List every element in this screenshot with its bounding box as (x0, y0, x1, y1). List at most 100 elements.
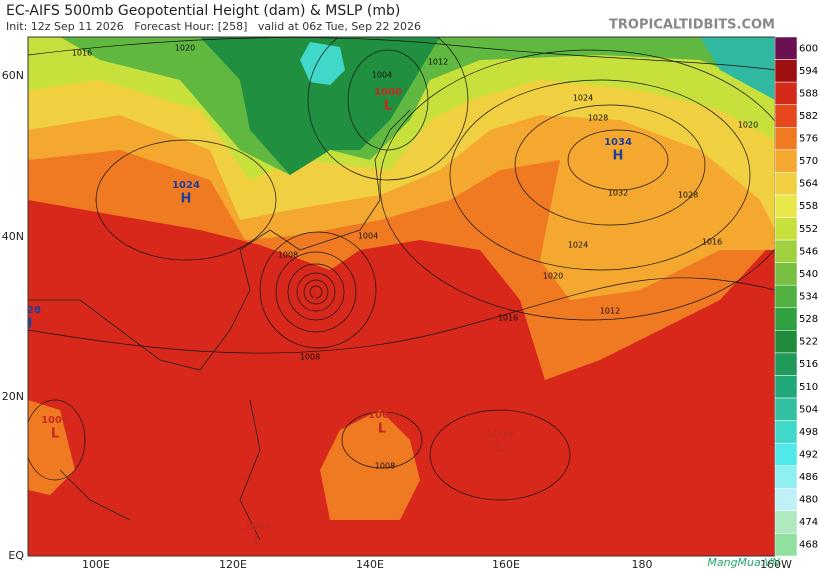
colorbar-label: 600 (799, 43, 818, 54)
colorbar-cell (774, 217, 798, 241)
colorbar-cell (774, 262, 798, 286)
colorbar-cell (774, 330, 798, 354)
center-letter: H (22, 317, 33, 332)
isobar-label: 1016 (702, 238, 722, 247)
colorbar-cell (774, 442, 798, 466)
lat-label: EQ (8, 549, 24, 562)
center-letter: L (378, 422, 386, 437)
colorbar-label: 594 (799, 66, 818, 77)
colorbar-cell (774, 352, 798, 376)
colorbar-label: 582 (799, 111, 818, 122)
colorbar-label: 504 (799, 404, 818, 415)
isobar-label: 1016 (72, 49, 92, 58)
isobar-label: 1004 (358, 232, 378, 241)
center-letter: L (384, 99, 392, 114)
colorbar-cell (774, 172, 798, 196)
center-value: 1028 (13, 305, 41, 316)
center-value: 1009 (486, 429, 514, 440)
colorbar-label: 552 (799, 224, 818, 235)
colorbar-label: 528 (799, 314, 818, 325)
isobars (28, 37, 775, 501)
colorbar: 600 594 588 582 576 570 564 558 552 546 540 534 528 5… (774, 36, 818, 557)
isobar-label: 1004 (372, 71, 392, 80)
lon-label: 160E (492, 558, 520, 571)
title: EC-AIFS 500mb Geopotential Height (dam) … (6, 3, 400, 19)
colorbar-cell (774, 36, 798, 60)
colorbar-label: 510 (799, 382, 818, 393)
colorbar-cell (774, 149, 798, 173)
lat-label: 40N (2, 230, 24, 243)
isobar-label: 1032 (608, 189, 628, 198)
colorbar-label: 468 (799, 540, 818, 551)
colorbar-label: 546 (799, 246, 818, 257)
isobar-label: 1028 (588, 114, 608, 123)
colorbar-label: 480 (799, 495, 818, 506)
colorbar-label: 558 (799, 201, 818, 212)
colorbar-cell (774, 465, 798, 489)
colorbar-label: 522 (799, 337, 818, 348)
colorbar-label: 534 (799, 292, 818, 303)
colorbar-label: 564 (799, 179, 818, 190)
center-value: 1000 (374, 87, 402, 98)
colorbar-label: 570 (799, 156, 818, 167)
field-band (300, 42, 345, 85)
colorbar-label: 588 (799, 88, 818, 99)
field-band (200, 37, 440, 175)
colorbar-label: 540 (799, 269, 818, 280)
isobar-label: 1016 (498, 314, 518, 323)
center-letter: L (254, 534, 262, 549)
isobar-label: 1012 (428, 58, 448, 67)
lon-label: 140E (356, 558, 384, 571)
coastline (28, 109, 411, 541)
isobar-label: 1028 (678, 191, 698, 200)
center-letter: L (312, 291, 320, 306)
lon-label: 180 (632, 558, 653, 571)
lon-label: 160W (760, 558, 792, 571)
isobar-label: 1008 (300, 353, 320, 362)
isobar-label: 1008 (278, 251, 298, 260)
lat-label: 20N (2, 390, 24, 403)
colorbar-cell (774, 533, 798, 557)
colorbar-label: 492 (799, 449, 818, 460)
center-letter: L (496, 441, 504, 456)
colorbar-cell (774, 194, 798, 218)
center-letter: H (181, 192, 192, 207)
colorbar-cell (774, 375, 798, 399)
colorbar-cell (774, 284, 798, 309)
site-credit: TROPICALTIDBITS.COM (609, 18, 775, 33)
isobar-label: 1020 (738, 121, 758, 130)
center-letter: H (613, 149, 624, 164)
isobar-label: 1024 (568, 241, 588, 250)
axis-labels: 60N 40N 20N EQ 100E 120E 140E 160E 180 160W (2, 69, 792, 571)
colorbar-label: 498 (799, 427, 818, 438)
center-value: 1007 (368, 410, 396, 421)
colorbar-cell (774, 239, 798, 263)
center-value: 1008 (244, 522, 272, 533)
center-letter: L (51, 427, 59, 442)
field-band (700, 37, 775, 100)
colorbar-label: 486 (799, 472, 818, 483)
isobar-label: 1012 (600, 307, 620, 316)
colorbar-cell (774, 307, 798, 331)
colorbar-cell (774, 81, 798, 105)
subtitle: Init: 12z Sep 11 2026 Forecast Hour: [25… (6, 20, 421, 33)
isobar-label: 1008 (375, 462, 395, 471)
isobar-label: 1024 (573, 94, 593, 103)
isobar-label: 1020 (175, 44, 195, 53)
colorbar-cell (774, 510, 798, 534)
colorbar-label: 576 (799, 134, 818, 145)
colorbar-label: 516 (799, 359, 818, 370)
lon-label: 100E (82, 558, 110, 571)
center-value: 1034 (604, 137, 632, 148)
colorbar-cell (774, 397, 798, 421)
colorbar-cell (774, 59, 798, 83)
center-value: 1024 (172, 180, 200, 191)
colorbar-cell (774, 104, 798, 128)
colorbar-cell (774, 488, 798, 512)
lon-label: 120E (219, 558, 247, 571)
isobar-label: 1020 (543, 272, 563, 281)
watermark: MangMua.VN (707, 556, 780, 569)
lat-label: 60N (2, 69, 24, 82)
